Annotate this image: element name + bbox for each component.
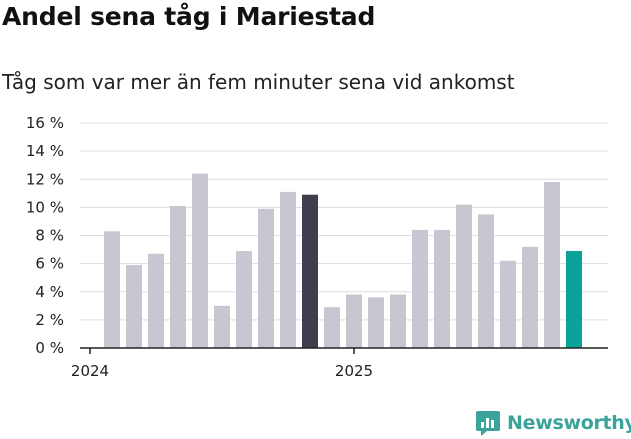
bar: [280, 191, 296, 348]
bar: [346, 294, 362, 348]
bar: [478, 214, 494, 348]
y-axis-ticks: 0 % 2 % 4 % 6 % 8 % 10 % 12 % 14 % 16 %: [26, 114, 64, 357]
bar: [104, 231, 120, 348]
bars: [104, 173, 582, 348]
y-tick-label: 14 %: [26, 142, 64, 160]
chart-title: Andel sena tåg i Mariestad: [2, 2, 376, 31]
y-tick-label: 0 %: [35, 339, 64, 357]
bar: [170, 205, 186, 348]
x-axis-ticks: 2024 2025: [71, 348, 373, 380]
y-tick-label: 10 %: [26, 198, 64, 216]
bar: [390, 294, 406, 348]
bar: [302, 194, 318, 348]
bar: [456, 204, 472, 348]
grid-lines: [80, 122, 608, 321]
y-tick-label: 8 %: [35, 227, 64, 245]
chart-subtitle: Tåg som var mer än fem minuter sena vid …: [2, 70, 515, 94]
newsworthy-logo-icon: [476, 411, 500, 436]
y-tick-label: 16 %: [26, 114, 64, 132]
bar: [500, 260, 516, 348]
bar: [324, 307, 340, 348]
bar: [412, 229, 428, 348]
newsworthy-brand-name: Newsworthy: [507, 412, 631, 434]
y-tick-label: 4 %: [35, 283, 64, 301]
x-tick-label: 2024: [71, 362, 109, 380]
bar: [522, 246, 538, 348]
bar: [192, 173, 208, 348]
bar: [236, 250, 252, 348]
y-tick-label: 6 %: [35, 255, 64, 273]
newsworthy-brand[interactable]: Newsworthy: [475, 408, 631, 438]
x-tick-label: 2025: [335, 362, 373, 380]
bar: [126, 265, 142, 348]
bar: [566, 250, 582, 348]
bar: [434, 229, 450, 348]
y-tick-label: 2 %: [35, 311, 64, 329]
bar: [258, 208, 274, 348]
y-tick-label: 12 %: [26, 170, 64, 188]
bar: [148, 253, 164, 348]
bar: [214, 305, 230, 348]
bar: [544, 182, 560, 348]
bar: [368, 297, 384, 348]
